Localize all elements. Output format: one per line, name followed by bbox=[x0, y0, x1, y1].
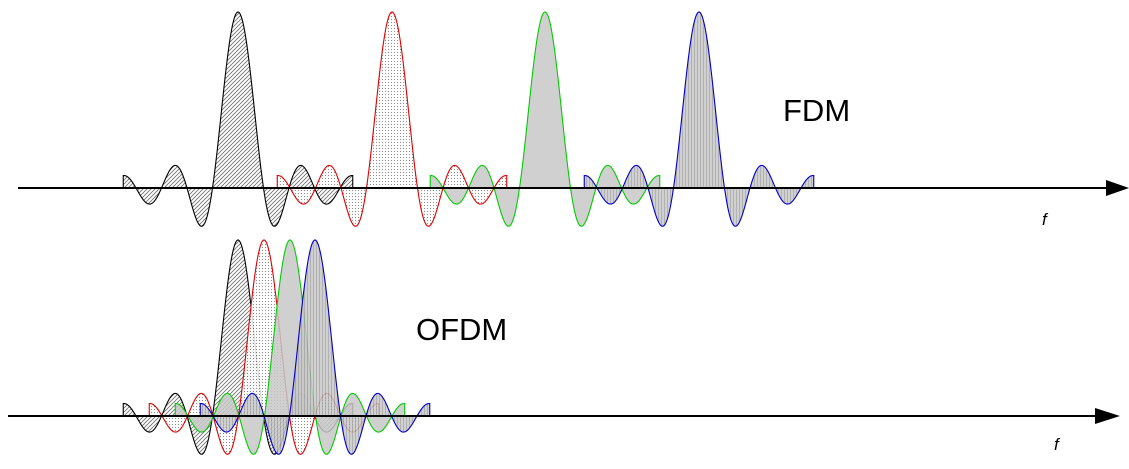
fdm-axis-arrowhead bbox=[1106, 180, 1129, 196]
fdm-carriers bbox=[122, 11, 815, 227]
ofdm-spectrum: OFDM f bbox=[8, 239, 1120, 455]
fdm-carrier-1-spectrum bbox=[122, 11, 354, 227]
fdm-carrier-2-spectrum bbox=[276, 11, 508, 227]
ofdm-label: OFDM bbox=[416, 312, 507, 347]
fdm-carrier-3-spectrum bbox=[429, 11, 661, 227]
ofdm-axis-arrowhead bbox=[1095, 408, 1120, 424]
ofdm-carriers bbox=[122, 239, 431, 455]
fdm-label: FDM bbox=[783, 93, 850, 128]
fdm-axis-label: f bbox=[1042, 210, 1049, 229]
ofdm-axis-label: f bbox=[1054, 435, 1061, 454]
fdm-spectrum: FDM f bbox=[18, 11, 1129, 229]
fdm-carrier-4-spectrum bbox=[583, 11, 815, 227]
